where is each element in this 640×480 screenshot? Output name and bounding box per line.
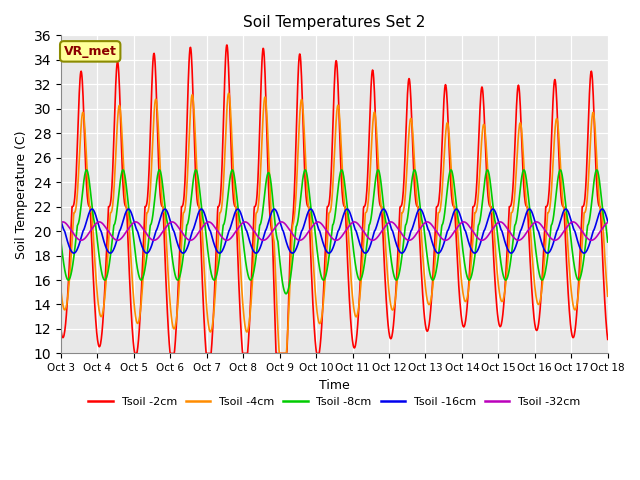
- Tsoil -2cm: [540, 251, 547, 257]
- Tsoil -8cm: [156, 167, 163, 173]
- Tsoil -4cm: [604, 293, 612, 299]
- Tsoil -16cm: [57, 218, 65, 224]
- Tsoil -8cm: [492, 219, 499, 225]
- Tsoil -2cm: [166, 346, 173, 351]
- Tsoil -16cm: [420, 213, 428, 218]
- Line: Tsoil -4cm: Tsoil -4cm: [61, 93, 608, 353]
- Tsoil -8cm: [420, 224, 428, 229]
- Tsoil -2cm: [179, 202, 187, 207]
- Text: VR_met: VR_met: [64, 45, 116, 58]
- Tsoil -4cm: [420, 266, 428, 272]
- Tsoil -16cm: [492, 209, 499, 215]
- Tsoil -8cm: [166, 233, 173, 239]
- Tsoil -4cm: [276, 350, 284, 356]
- Tsoil -16cm: [166, 215, 173, 220]
- Tsoil -16cm: [240, 220, 248, 226]
- Tsoil -32cm: [478, 238, 486, 243]
- Tsoil -32cm: [497, 219, 504, 225]
- Tsoil -4cm: [240, 316, 248, 322]
- Tsoil -2cm: [492, 283, 499, 288]
- Line: Tsoil -32cm: Tsoil -32cm: [61, 222, 608, 240]
- Tsoil -16cm: [398, 250, 406, 256]
- Tsoil -4cm: [540, 269, 547, 275]
- Line: Tsoil -2cm: Tsoil -2cm: [61, 45, 608, 353]
- Tsoil -32cm: [166, 220, 173, 226]
- Tsoil -2cm: [57, 328, 65, 334]
- Tsoil -16cm: [380, 206, 387, 212]
- Tsoil -8cm: [604, 239, 612, 245]
- Tsoil -32cm: [540, 225, 547, 231]
- Tsoil -4cm: [492, 245, 499, 251]
- Tsoil -8cm: [57, 239, 65, 245]
- Line: Tsoil -16cm: Tsoil -16cm: [61, 209, 608, 253]
- Tsoil -2cm: [420, 307, 428, 313]
- Tsoil -32cm: [604, 219, 612, 225]
- Tsoil -4cm: [166, 289, 173, 295]
- Tsoil -2cm: [223, 42, 230, 48]
- Y-axis label: Soil Temperature (C): Soil Temperature (C): [15, 130, 28, 259]
- Tsoil -2cm: [131, 350, 139, 356]
- Tsoil -32cm: [240, 219, 248, 225]
- Tsoil -16cm: [179, 250, 186, 256]
- Tsoil -32cm: [419, 222, 427, 228]
- Legend: Tsoil -2cm, Tsoil -4cm, Tsoil -8cm, Tsoil -16cm, Tsoil -32cm: Tsoil -2cm, Tsoil -4cm, Tsoil -8cm, Tsoi…: [84, 393, 585, 411]
- Tsoil -8cm: [240, 247, 248, 252]
- Tsoil -4cm: [57, 288, 65, 294]
- Tsoil -16cm: [604, 218, 612, 224]
- X-axis label: Time: Time: [319, 379, 349, 392]
- Tsoil -4cm: [225, 90, 232, 96]
- Tsoil -2cm: [241, 350, 248, 356]
- Tsoil -32cm: [57, 219, 65, 225]
- Line: Tsoil -8cm: Tsoil -8cm: [61, 170, 608, 294]
- Tsoil -8cm: [179, 255, 187, 261]
- Tsoil -8cm: [540, 276, 547, 281]
- Tsoil -32cm: [179, 230, 186, 236]
- Tsoil -4cm: [179, 220, 186, 226]
- Title: Soil Temperatures Set 2: Soil Temperatures Set 2: [243, 15, 426, 30]
- Tsoil -8cm: [282, 291, 290, 297]
- Tsoil -2cm: [604, 336, 612, 342]
- Tsoil -16cm: [540, 245, 547, 251]
- Tsoil -32cm: [491, 223, 499, 229]
